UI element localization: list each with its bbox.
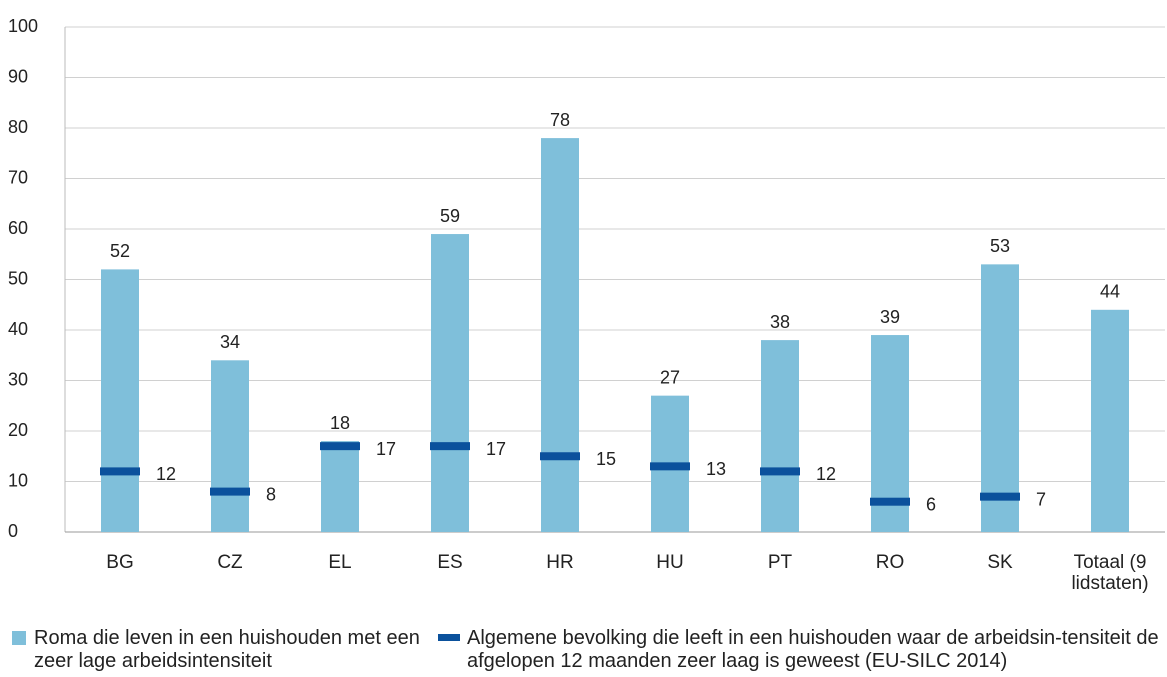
- value-label: 39: [880, 307, 900, 327]
- marker: [430, 442, 470, 451]
- x-tick-label: CZ: [217, 552, 243, 573]
- marker: [760, 467, 800, 476]
- value-label: 53: [990, 236, 1010, 256]
- value-label: 34: [220, 332, 240, 352]
- bar: [981, 264, 1019, 532]
- y-tick-label: 20: [8, 420, 28, 440]
- x-tick-label: ES: [437, 552, 463, 573]
- y-tick-label: 30: [8, 369, 28, 389]
- value-label: 27: [660, 367, 680, 387]
- marker: [980, 492, 1020, 501]
- bar: [431, 234, 469, 533]
- x-tick-label: Totaal (9 lidstaten): [1071, 552, 1149, 594]
- legend-swatch: [12, 631, 26, 645]
- bar: [541, 138, 579, 532]
- bar: [761, 340, 799, 532]
- value-label: 8: [266, 484, 276, 504]
- x-tick-label: HR: [546, 552, 574, 573]
- value-label: 7: [1036, 489, 1046, 509]
- marker: [650, 462, 690, 471]
- y-tick-label: 80: [8, 117, 28, 137]
- x-tick-label: HU: [656, 552, 684, 573]
- marker: [210, 487, 250, 496]
- x-tick-label: EL: [328, 552, 352, 573]
- bar: [211, 360, 249, 532]
- y-tick-label: 10: [8, 470, 28, 490]
- value-label: 38: [770, 312, 790, 332]
- y-tick-label: 40: [8, 319, 28, 339]
- y-tick-label: 90: [8, 66, 28, 86]
- value-label: 59: [440, 206, 460, 226]
- value-label: 15: [596, 449, 616, 469]
- y-tick-label: 50: [8, 268, 28, 288]
- marker: [320, 442, 360, 451]
- legend-label: Roma die leven in een huishouden met een…: [34, 627, 420, 672]
- x-tick-label: PT: [767, 552, 793, 573]
- value-label: 13: [706, 459, 726, 479]
- x-tick-label: RO: [875, 552, 905, 573]
- legend-swatch: [438, 634, 460, 641]
- marker: [870, 497, 910, 506]
- y-tick-label: 60: [8, 218, 28, 238]
- y-tick-label: 0: [8, 521, 18, 541]
- value-label: 12: [156, 464, 176, 484]
- value-label: 44: [1100, 282, 1120, 302]
- bar: [101, 269, 139, 532]
- y-tick-label: 100: [8, 16, 38, 36]
- x-tick-label: BG: [106, 552, 134, 573]
- legend-label: Algemene bevolking die leeft in een huis…: [467, 627, 1159, 672]
- value-label: 12: [816, 464, 836, 484]
- value-label: 6: [926, 494, 936, 514]
- y-tick-label: 70: [8, 167, 28, 187]
- value-label: 78: [550, 110, 570, 130]
- value-label: 52: [110, 241, 130, 261]
- x-tick-label: SK: [987, 552, 1013, 573]
- value-label: 17: [376, 439, 396, 459]
- bar: [321, 441, 359, 532]
- bar: [1091, 309, 1129, 532]
- marker: [100, 467, 140, 476]
- value-label: 17: [486, 439, 506, 459]
- value-label: 18: [330, 413, 350, 433]
- marker: [540, 452, 580, 461]
